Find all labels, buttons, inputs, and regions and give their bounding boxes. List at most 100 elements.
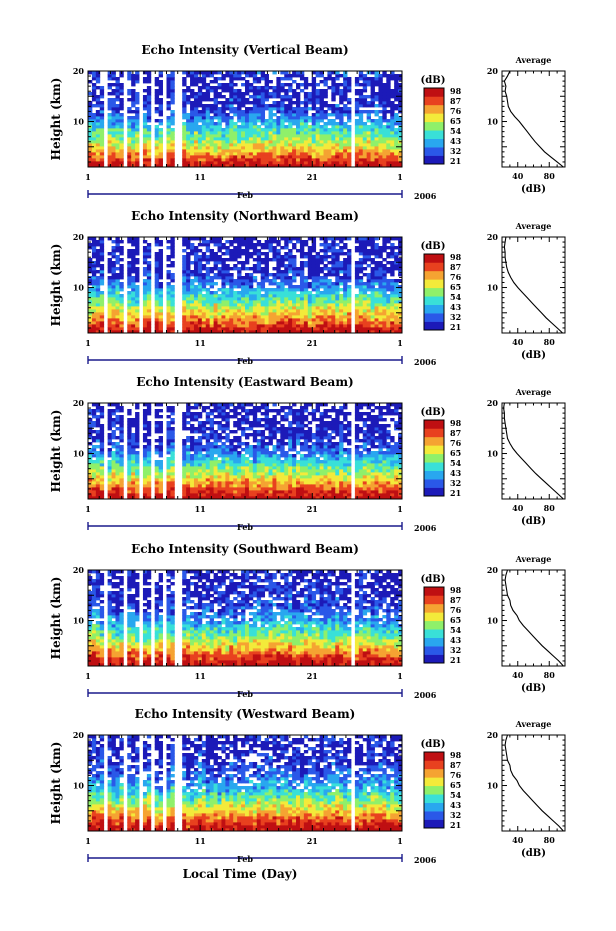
heatmap-cell	[366, 306, 372, 310]
heatmap-cell	[190, 493, 195, 497]
heatmap-cell	[95, 261, 101, 265]
heatmap-cell	[245, 273, 250, 277]
heatmap-cell	[131, 134, 136, 138]
heatmap-cell	[193, 318, 199, 322]
heatmap-cell	[362, 285, 368, 289]
heatmap-cell	[245, 164, 250, 168]
heatmap-cell	[190, 315, 195, 319]
heatmap-cell	[131, 89, 136, 93]
heatmap-cell	[327, 77, 332, 81]
heatmap-cell	[91, 330, 97, 334]
heatmap-cell	[268, 134, 273, 138]
heatmap-cell	[390, 282, 395, 286]
heatmap-cell	[158, 255, 163, 259]
heatmap-cell	[335, 306, 340, 310]
heatmap-cell	[95, 306, 101, 310]
heatmap-cell	[186, 309, 191, 313]
heatmap-cell	[256, 92, 262, 96]
heatmap-cell	[127, 469, 132, 473]
heatmap-cell	[193, 327, 199, 331]
heatmap-cell	[135, 324, 140, 328]
heatmap-cell	[221, 288, 226, 292]
heatmap-cell	[245, 318, 250, 322]
heatmap-cell	[221, 270, 226, 274]
heatmap-cell	[366, 158, 372, 162]
heatmap-cell	[142, 300, 148, 304]
heatmap-cell	[323, 273, 328, 277]
x-tick-label: 11	[195, 338, 206, 348]
heatmap-cell	[343, 71, 348, 75]
heatmap-cell	[284, 92, 289, 96]
heatmap-cell	[146, 267, 152, 271]
heatmap-cell	[182, 83, 187, 87]
heatmap-cell	[95, 279, 101, 283]
heatmap-cell	[225, 297, 230, 301]
heatmap-cell	[217, 77, 222, 81]
heatmap-cell	[378, 131, 383, 135]
heatmap-cell	[260, 74, 266, 78]
heatmap-cell	[119, 98, 124, 102]
heatmap-cell	[366, 294, 372, 298]
heatmap-cell	[280, 309, 285, 313]
heatmap-cell	[347, 303, 352, 307]
heatmap-cell	[182, 427, 187, 431]
heatmap-cell	[135, 77, 140, 81]
heatmap-cell	[91, 478, 97, 482]
heatmap-cell	[390, 252, 395, 256]
heatmap-cell	[311, 315, 317, 319]
heatmap-cell	[398, 243, 403, 247]
heatmap-cell	[280, 261, 285, 265]
heatmap-cell	[107, 306, 112, 310]
heatmap-cell	[131, 421, 136, 425]
heatmap-cell	[260, 246, 266, 250]
heatmap-cell	[221, 140, 226, 144]
heatmap-cell	[323, 116, 328, 120]
heatmap-cell	[343, 131, 348, 135]
heatmap-cell	[217, 303, 222, 307]
heatmap-cell	[146, 77, 152, 81]
heatmap-cell	[190, 122, 195, 126]
heatmap-cell	[186, 119, 191, 123]
heatmap-cell	[233, 300, 238, 304]
heatmap-cell	[241, 315, 246, 319]
heatmap-cell	[335, 143, 340, 147]
heatmap-cell	[358, 315, 364, 319]
heatmap-cell	[284, 146, 289, 150]
heatmap-cell	[354, 80, 360, 84]
heatmap-cell	[252, 113, 258, 117]
heatmap-cell	[131, 285, 136, 289]
heatmap-cell	[319, 279, 324, 283]
heatmap-cell	[221, 261, 226, 265]
heatmap-cell	[135, 442, 140, 446]
heatmap-cell	[366, 137, 372, 141]
heatmap-cell	[142, 252, 148, 256]
heatmap-cell	[366, 152, 372, 156]
heatmap-cell	[201, 155, 207, 159]
heatmap-cell	[99, 496, 105, 500]
heatmap-cell	[213, 110, 218, 114]
heatmap-cell	[276, 270, 281, 274]
heatmap-cell	[186, 276, 191, 280]
heatmap-cell	[370, 279, 375, 283]
heatmap-cell	[311, 237, 317, 241]
heatmap-cell	[319, 92, 324, 96]
heatmap-cell	[182, 261, 187, 265]
heatmap-cell	[386, 252, 391, 256]
heatmap-cell	[288, 267, 293, 271]
heatmap-cell	[135, 101, 140, 105]
heatmap-cell	[170, 484, 175, 488]
heatmap-cell	[95, 291, 101, 295]
heatmap-cell	[229, 110, 234, 114]
heatmap-cell	[127, 74, 132, 78]
heatmap-cell	[398, 330, 403, 334]
heatmap-cell	[296, 140, 301, 144]
heatmap-cell	[280, 110, 285, 114]
heatmap-cell	[256, 86, 262, 90]
heatmap-cell	[205, 98, 211, 102]
heatmap-cell	[370, 297, 375, 301]
heatmap-cell	[111, 475, 116, 479]
heatmap-cell	[99, 146, 105, 150]
heatmap-cell	[327, 291, 332, 295]
heatmap-cell	[127, 128, 132, 132]
heatmap-cell	[111, 264, 116, 268]
